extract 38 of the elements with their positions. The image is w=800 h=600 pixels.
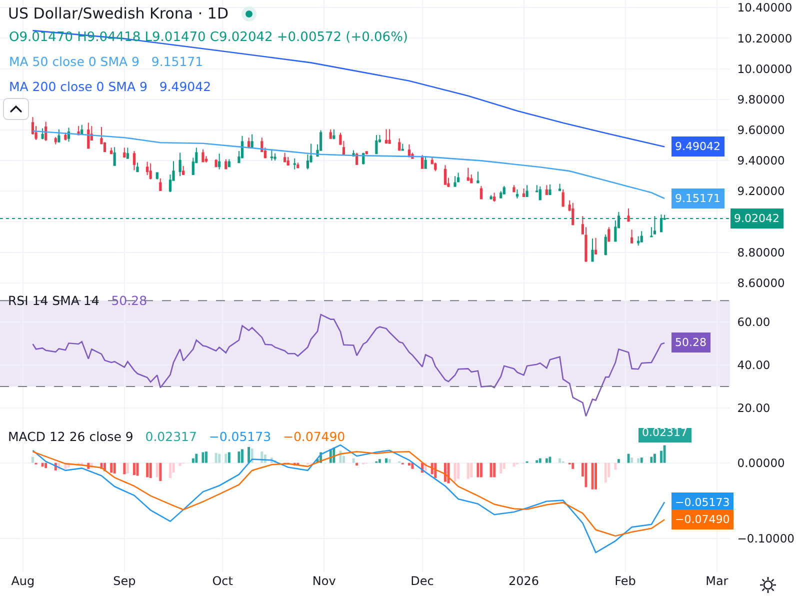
x-tick-label: Dec [410, 574, 434, 588]
chart-title: MACD 12 26 close 9 [8, 428, 134, 444]
text: MA 50 close 0 SMA 9 9.15171 [9, 54, 204, 69]
y-tick-label: 9.40000 [737, 154, 785, 168]
x-tick-label: 2026 [508, 574, 540, 588]
chart-title: RSI 14 SMA 14 [8, 292, 100, 308]
x-tick-label: Mar [706, 574, 728, 588]
y-tick-label: 9.80000 [737, 92, 785, 106]
y-tick-label: 8.60000 [737, 276, 785, 290]
text: 50.28 [111, 292, 148, 308]
ref-line-label: 9.02042 [734, 212, 780, 225]
x-tick-label: Feb [614, 574, 636, 588]
data-label: 9.49042 [675, 140, 720, 153]
data-label: 0.02317 [642, 426, 688, 439]
y-tick-label: 8.80000 [737, 245, 785, 260]
y-tick-label: 10.40000 [737, 0, 792, 15]
y-tick-label: 9.20000 [737, 184, 785, 198]
y-tick-label: 9.60000 [737, 122, 785, 137]
y-tick-label: 40.00 [737, 358, 770, 372]
x-tick-label: Aug [11, 574, 35, 588]
x-tick-label: Oct [212, 574, 234, 588]
y-tick-label: 10.00000 [737, 62, 792, 76]
text: MA 200 close 0 SMA 9 9.49042 [9, 79, 212, 94]
y-tick-label: 0.00000 [737, 456, 785, 470]
data-label: 9.15171 [675, 192, 720, 205]
text: 0.02317 [145, 428, 197, 444]
x-tick-label: Sep [113, 574, 136, 588]
data-label: −0.05173 [675, 496, 730, 509]
text: −0.07490 [282, 428, 346, 444]
data-label: 50.28 [675, 336, 706, 349]
y-tick-label: 60.00 [737, 315, 770, 330]
y-tick-label: −0.10000 [737, 532, 795, 546]
chart-title: US Dollar/Swedish Krona · 1D [8, 4, 228, 22]
y-tick-label: 10.20000 [737, 31, 792, 46]
data-label: −0.07490 [675, 513, 730, 526]
text: −0.05173 [208, 428, 272, 444]
y-tick-label: 20.00 [737, 401, 770, 416]
x-tick-label: Nov [312, 574, 336, 588]
